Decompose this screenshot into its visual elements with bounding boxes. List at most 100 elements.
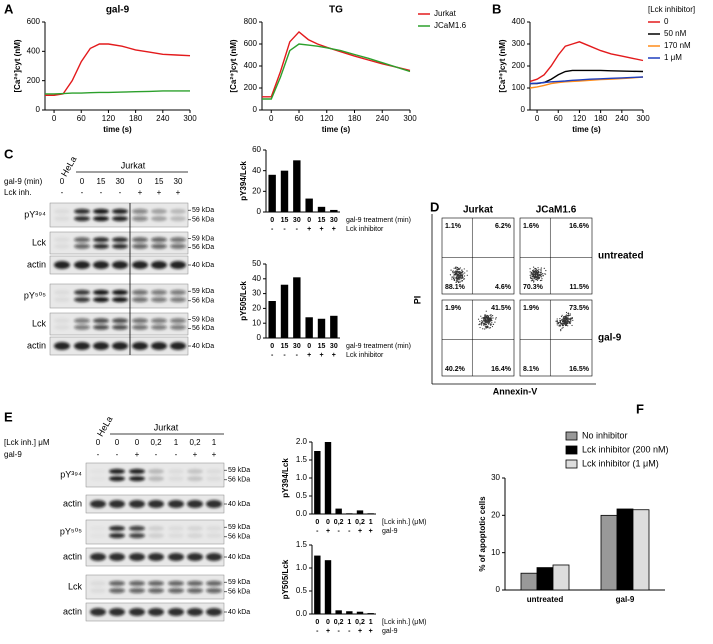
blot-band bbox=[151, 289, 167, 295]
event-dot bbox=[533, 270, 535, 272]
blot-row-label: pY³⁹⁴ bbox=[24, 209, 46, 219]
event-dot bbox=[569, 322, 571, 325]
event-dot bbox=[562, 316, 565, 318]
line-series bbox=[529, 41, 644, 83]
condition-value: 0 bbox=[60, 177, 65, 186]
event-dot bbox=[453, 275, 455, 277]
event-dot bbox=[488, 319, 490, 321]
x-tick-label: 0 bbox=[52, 114, 57, 123]
x-tick-label: 240 bbox=[615, 114, 629, 123]
x-tick-label: 1 bbox=[369, 619, 373, 626]
y-tick-label: 200 bbox=[512, 61, 526, 70]
event-dot bbox=[560, 323, 562, 325]
event-dot bbox=[540, 267, 542, 269]
event-dot bbox=[485, 327, 487, 329]
event-dot bbox=[484, 318, 487, 321]
bar bbox=[335, 610, 342, 614]
event-dot bbox=[545, 269, 547, 272]
flow-plot bbox=[441, 217, 515, 295]
event-dot bbox=[563, 322, 565, 324]
blot-band bbox=[93, 243, 109, 249]
y-tick-label: 1.5 bbox=[296, 455, 308, 464]
event-dot bbox=[451, 278, 453, 280]
cell-header: HeLa bbox=[95, 415, 114, 439]
x-tick-label: + bbox=[326, 628, 330, 635]
bar bbox=[317, 318, 326, 338]
condition-value: + bbox=[157, 188, 162, 197]
event-dot bbox=[564, 320, 566, 322]
event-dot bbox=[480, 315, 482, 317]
blot-band bbox=[148, 608, 164, 616]
event-dot bbox=[459, 273, 461, 275]
y-tick-label: 1.0 bbox=[296, 473, 308, 482]
event-dot bbox=[543, 267, 545, 269]
x-tick-label: 0,2 bbox=[355, 619, 365, 626]
y-tick-label: 0 bbox=[257, 333, 262, 342]
event-dot bbox=[567, 314, 569, 316]
event-dot bbox=[460, 278, 462, 280]
event-dot bbox=[451, 271, 454, 273]
condition-value: 0 bbox=[96, 438, 101, 447]
event-dot bbox=[463, 278, 466, 280]
event-dot bbox=[559, 322, 562, 324]
x-tick-label: - bbox=[283, 226, 286, 233]
event-dot bbox=[491, 325, 494, 328]
event-dot bbox=[567, 312, 570, 314]
event-dot bbox=[536, 277, 538, 279]
event-dot bbox=[485, 310, 487, 312]
event-dot bbox=[459, 275, 461, 277]
x-tick-label: + bbox=[358, 628, 362, 635]
x-tick-label: 240 bbox=[376, 114, 390, 123]
blot-band bbox=[129, 608, 145, 616]
event-dot bbox=[572, 319, 574, 321]
event-dot bbox=[490, 317, 492, 319]
blot-band bbox=[112, 237, 128, 243]
event-dot bbox=[489, 327, 492, 329]
blot-band bbox=[148, 525, 164, 532]
event-dot bbox=[567, 325, 569, 327]
event-dot bbox=[457, 268, 459, 271]
size-marker: 56 kDa bbox=[192, 325, 214, 332]
row-label: Lck inhibitor bbox=[346, 352, 384, 359]
event-dot bbox=[484, 315, 486, 317]
event-dot bbox=[561, 325, 564, 327]
event-dot bbox=[453, 278, 455, 281]
event-dot bbox=[483, 322, 485, 324]
row-label: Lck inhibitor bbox=[346, 226, 384, 233]
event-dot bbox=[459, 274, 461, 276]
event-dot bbox=[535, 279, 537, 281]
bar bbox=[324, 560, 332, 614]
event-dot bbox=[540, 276, 543, 278]
event-dot bbox=[568, 321, 571, 324]
condition-value: 30 bbox=[116, 177, 125, 186]
y-tick-label: 200 bbox=[27, 76, 41, 85]
blot-band bbox=[54, 342, 70, 350]
y-tick-label: 0 bbox=[496, 585, 501, 594]
bar bbox=[346, 611, 353, 614]
cell-header: Jurkat bbox=[154, 422, 179, 432]
legend-label: JCaM1.6 bbox=[434, 21, 467, 30]
event-dot bbox=[487, 322, 489, 324]
x-tick-label: 120 bbox=[573, 114, 587, 123]
size-marker: 59 kDa bbox=[228, 467, 250, 474]
event-dot bbox=[490, 314, 492, 316]
x-tick-label: 1 bbox=[347, 519, 351, 526]
event-dot bbox=[565, 321, 567, 323]
event-dot bbox=[533, 280, 535, 282]
event-dot bbox=[488, 323, 490, 325]
blot-band bbox=[112, 216, 128, 222]
event-dot bbox=[533, 275, 535, 277]
event-dot bbox=[456, 279, 458, 281]
event-dot bbox=[532, 272, 534, 274]
legend-label: 170 nM bbox=[664, 41, 691, 50]
panel-letter: A bbox=[4, 1, 14, 16]
blot-band bbox=[112, 342, 128, 350]
event-dot bbox=[487, 325, 489, 327]
event-dot bbox=[482, 328, 484, 330]
blot-band bbox=[109, 580, 125, 587]
event-dot bbox=[462, 277, 464, 279]
blot-band bbox=[148, 500, 164, 508]
event-dot bbox=[530, 271, 533, 273]
blot-band bbox=[170, 289, 186, 295]
blot-band bbox=[148, 533, 164, 539]
